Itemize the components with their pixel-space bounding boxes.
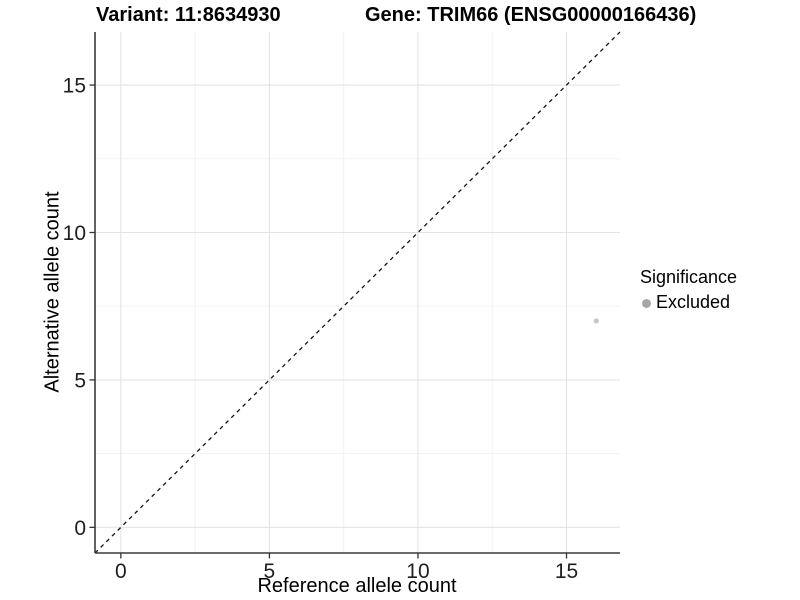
y-tick-label: 5 bbox=[74, 369, 86, 392]
legend-item-label: Excluded bbox=[656, 292, 731, 313]
x-tick-label: 10 bbox=[406, 560, 429, 583]
legend-item-excluded: Excluded bbox=[640, 292, 737, 314]
x-tick-label: 0 bbox=[115, 560, 127, 583]
x-tick-label: 15 bbox=[555, 560, 578, 583]
y-tick-label: 10 bbox=[63, 222, 86, 245]
x-axis-label: Reference allele count bbox=[257, 575, 457, 597]
gene-title: Gene: TRIM66 (ENSG00000166436) bbox=[365, 4, 697, 26]
legend-title: Significance bbox=[640, 267, 738, 287]
y-tick-label: 15 bbox=[63, 75, 86, 98]
x-tick-label: 5 bbox=[264, 560, 276, 583]
identity-reference-line bbox=[94, 31, 621, 554]
y-axis-label: Alternative allele count bbox=[41, 191, 64, 393]
variant-title: Variant: 11:8634930 bbox=[96, 4, 281, 26]
legend: Significance Excluded bbox=[640, 266, 737, 314]
data-point bbox=[593, 318, 599, 324]
legend-point-icon bbox=[642, 298, 651, 308]
y-tick-label: 0 bbox=[74, 517, 86, 540]
